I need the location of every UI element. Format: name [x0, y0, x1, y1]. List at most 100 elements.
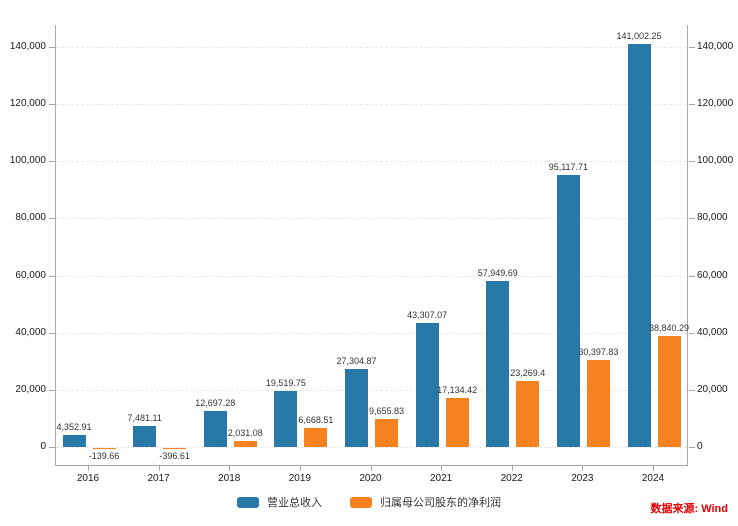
profit-bar — [445, 398, 469, 447]
bar-value-label: 19,519.75 — [265, 378, 306, 389]
data-source-note: 数据来源: Wind — [650, 503, 729, 515]
bar-value-label: 2,031.08 — [227, 428, 263, 439]
y-axis-tick-left — [49, 447, 55, 448]
bar-value-label: 30,397.83 — [578, 347, 619, 358]
y-axis-label-left: 140,000 — [9, 41, 46, 52]
bar-value-label: 95,117.71 — [548, 162, 589, 173]
x-axis-tick — [158, 466, 160, 471]
bar-value-label: 4,352.91 — [56, 421, 92, 432]
revenue-bar — [486, 281, 510, 447]
profit-bar — [375, 419, 398, 447]
y-axis-tick-left — [49, 47, 55, 48]
y-axis-tick-right — [689, 332, 695, 334]
y-axis-label-right: 120,000 — [697, 98, 734, 110]
x-axis-tick — [441, 466, 443, 471]
y-axis-label-right: 100,000 — [697, 155, 734, 167]
y-axis-tick-right — [689, 389, 695, 391]
y-axis-tick-right — [689, 275, 695, 277]
x-axis-year-label: 2019 — [288, 473, 311, 484]
bar-value-label: 27,304.87 — [336, 355, 377, 366]
bar-value-label: 9,655.83 — [368, 406, 405, 417]
x-axis-year-label: 2023 — [571, 473, 594, 484]
x-axis-year-label: 2018 — [218, 473, 241, 484]
y-axis-tick-right — [689, 104, 695, 106]
y-axis-tick-right — [689, 218, 695, 220]
y-axis-label-right: 0 — [697, 441, 703, 452]
revenue-bar — [415, 323, 439, 447]
y-axis-tick-left — [49, 332, 55, 334]
legend-swatch — [237, 496, 259, 508]
profit-bar — [516, 380, 540, 447]
x-axis-year-label: 2016 — [76, 473, 100, 484]
revenue-bar — [627, 44, 651, 447]
revenue-bar — [274, 391, 298, 447]
y-axis-label-left: 20,000 — [15, 383, 46, 395]
revenue-bar — [133, 425, 157, 447]
profit-bar — [92, 448, 116, 449]
y-axis-label-left: 40,000 — [15, 326, 46, 338]
y-axis-tick-left — [49, 389, 55, 391]
y-axis-label-right: 80,000 — [697, 212, 728, 224]
revenue-bar — [62, 434, 86, 447]
y-axis-tick-right — [689, 161, 695, 163]
bar-value-label: 6,668.51 — [298, 414, 334, 425]
y-axis-tick-left — [49, 161, 55, 163]
profit-bar — [304, 427, 328, 447]
y-axis-label-left: 80,000 — [15, 212, 46, 224]
x-axis-year-label: 2024 — [641, 473, 665, 484]
x-axis-tick — [88, 466, 89, 471]
y-axis-label-left: 0 — [40, 441, 46, 452]
y-axis-label-right: 40,000 — [697, 326, 728, 338]
profit-bar — [233, 441, 257, 447]
y-axis-label-left: 120,000 — [9, 98, 46, 110]
y-axis-label-right: 140,000 — [697, 41, 734, 52]
bar-value-label: 12,697.28 — [195, 397, 236, 408]
bar-value-label: -396.61 — [159, 451, 190, 461]
y-axis-tick-right — [689, 447, 695, 448]
y-axis-label-right: 20,000 — [697, 383, 728, 395]
y-axis-tick-right — [689, 47, 695, 48]
bar-value-label: -139.66 — [88, 451, 120, 461]
x-axis-year-label: 2021 — [430, 473, 453, 484]
x-axis-tick — [229, 466, 231, 471]
y-axis-label-left: 100,000 — [9, 155, 46, 167]
bar-value-label: 141,002.25 — [616, 31, 662, 42]
gridline — [56, 104, 687, 106]
y-axis-label-right: 60,000 — [697, 269, 728, 281]
profit-bar — [163, 448, 187, 450]
bar-value-label: 17,134.42 — [437, 385, 478, 396]
bar-value-label: 57,949.69 — [477, 268, 518, 279]
bar-value-label: 38,840.29 — [648, 323, 690, 334]
bar-value-label: 7,481.11 — [127, 412, 162, 423]
bar-value-label: 43,307.07 — [407, 310, 448, 321]
x-axis-year-label: 2020 — [359, 473, 382, 484]
legend-item-revenue[interactable]: 营业总收入 — [237, 494, 322, 510]
x-axis-year-label: 2022 — [500, 473, 523, 484]
y-axis-label-left: 60,000 — [15, 269, 46, 281]
revenue-bar — [556, 175, 580, 447]
legend-item-profit[interactable]: 归属母公司股东的净利润 — [350, 494, 501, 510]
gridline — [56, 161, 687, 163]
gridline — [56, 47, 687, 48]
x-axis-year-label: 2017 — [147, 473, 170, 484]
legend-swatch — [350, 496, 372, 508]
revenue-bar — [345, 368, 368, 447]
x-axis-tick — [299, 466, 301, 471]
gridline — [56, 389, 687, 391]
x-axis-tick — [511, 466, 513, 471]
x-axis-tick — [370, 466, 372, 471]
gridline — [56, 218, 687, 220]
y-axis-tick-left — [49, 218, 55, 220]
plot-area: 4,352.91 -139.66 7,481.11 -396.61 12,697.28 2… — [55, 25, 690, 466]
gridline — [56, 332, 687, 334]
x-axis-tick — [653, 466, 654, 471]
revenue-bar — [203, 410, 227, 447]
gridline — [56, 447, 687, 448]
x-axis-tick — [582, 466, 584, 471]
y-axis-tick-left — [49, 104, 55, 106]
bar-value-label: 23,269.4 — [510, 367, 546, 378]
gridline — [56, 275, 687, 277]
profit-bar — [657, 336, 681, 447]
legend-label: 营业总收入 — [267, 497, 322, 509]
